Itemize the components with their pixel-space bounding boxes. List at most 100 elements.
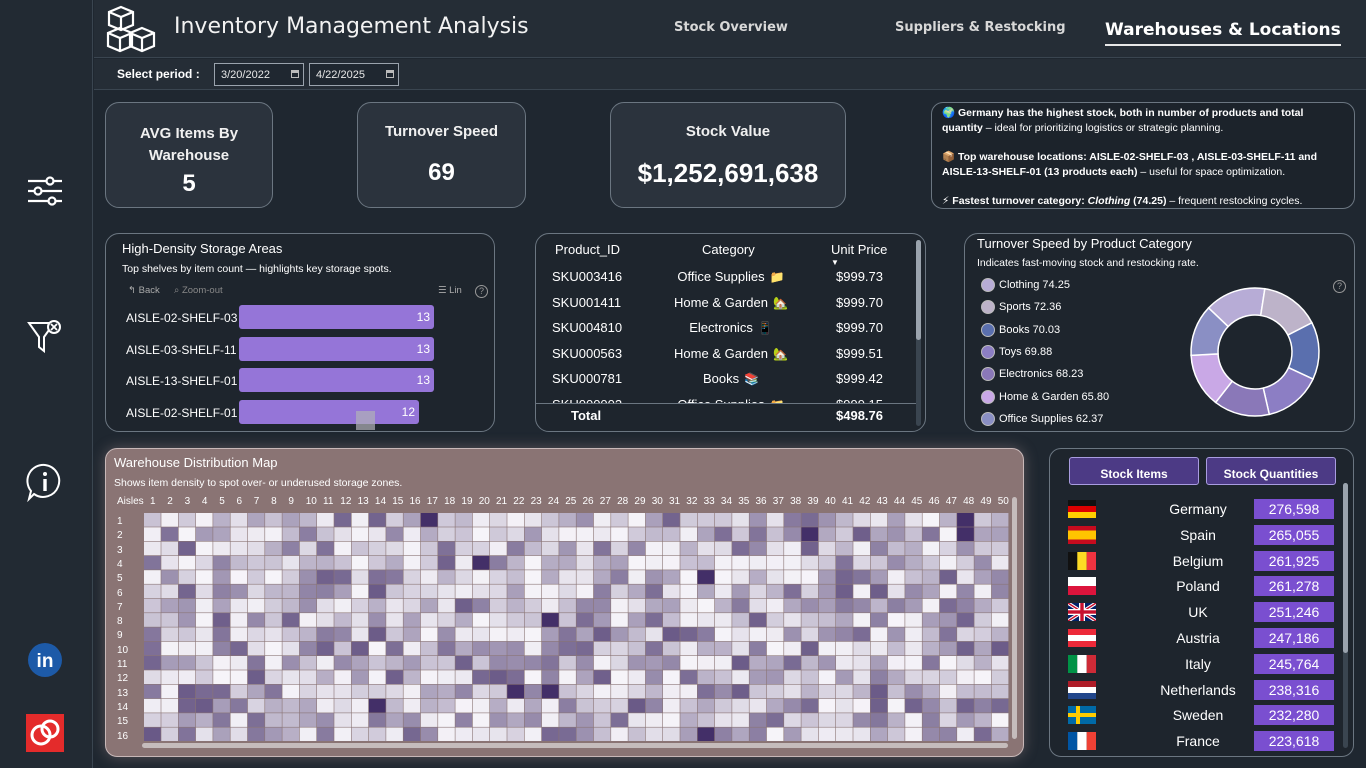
- heatmap-cell[interactable]: [887, 513, 905, 527]
- heatmap-cell[interactable]: [887, 727, 905, 742]
- heatmap-cell[interactable]: [541, 584, 559, 599]
- heatmap-cell[interactable]: [490, 656, 507, 670]
- heatmap-cell[interactable]: [144, 641, 161, 656]
- heatmap-cell[interactable]: [905, 684, 922, 699]
- heatmap-cell[interactable]: [541, 698, 559, 713]
- heatmap-cell[interactable]: [230, 698, 248, 713]
- heatmap-cell[interactable]: [818, 513, 836, 527]
- heatmap-cell[interactable]: [403, 613, 421, 627]
- heatmap-cell[interactable]: [939, 541, 957, 556]
- heatmap-cell[interactable]: [801, 698, 819, 713]
- heatmap-cell[interactable]: [178, 670, 196, 684]
- heatmap-cell[interactable]: [265, 598, 282, 613]
- zoom-out-button[interactable]: ⌕ Zoom-out: [174, 285, 223, 296]
- heatmap-cell[interactable]: [420, 656, 438, 670]
- heatmap-cell[interactable]: [991, 613, 1009, 627]
- heatmap-cell[interactable]: [732, 598, 749, 613]
- heatmap-cell[interactable]: [576, 727, 594, 742]
- heatmap-cell[interactable]: [922, 727, 940, 742]
- heatmap-cell[interactable]: [317, 684, 334, 699]
- heatmap-cell[interactable]: [472, 627, 490, 642]
- heatmap-cell[interactable]: [974, 727, 992, 742]
- heatmap-cell[interactable]: [939, 627, 957, 642]
- heatmap-cell[interactable]: [853, 541, 870, 556]
- heatmap-cell[interactable]: [663, 713, 680, 727]
- heatmap-cell[interactable]: [905, 627, 922, 642]
- heatmap-cell[interactable]: [299, 698, 317, 713]
- heatmap-cell[interactable]: [559, 570, 576, 584]
- heatmap-cell[interactable]: [178, 613, 196, 627]
- heatmap-cell[interactable]: [922, 527, 940, 541]
- country-row[interactable]: Netherlands 238,316: [1068, 679, 1338, 700]
- heatmap-cell[interactable]: [351, 641, 369, 656]
- heatmap-cell[interactable]: [351, 727, 369, 742]
- heatmap-cell[interactable]: [144, 527, 161, 541]
- heatmap-cell[interactable]: [766, 527, 784, 541]
- heatmap-cell[interactable]: [836, 670, 853, 684]
- heatmap-cell[interactable]: [974, 598, 992, 613]
- heatmap-cell[interactable]: [351, 656, 369, 670]
- heatmap-cell[interactable]: [905, 570, 922, 584]
- bar[interactable]: 12: [239, 399, 419, 424]
- heatmap-cell[interactable]: [974, 684, 992, 699]
- heatmap-cell[interactable]: [161, 570, 178, 584]
- heatmap-cell[interactable]: [541, 513, 559, 527]
- heatmap-cell[interactable]: [801, 541, 819, 556]
- heatmap-cell[interactable]: [680, 627, 697, 642]
- heatmap-cell[interactable]: [714, 713, 732, 727]
- heatmap-cell[interactable]: [455, 684, 473, 699]
- heatmap-cell[interactable]: [697, 641, 715, 656]
- heatmap-cell[interactable]: [836, 513, 853, 527]
- heatmap-cell[interactable]: [593, 627, 611, 642]
- heatmap-cell[interactable]: [455, 698, 473, 713]
- heatmap-cell[interactable]: [766, 713, 784, 727]
- heatmap-cell[interactable]: [524, 584, 542, 599]
- heatmap-cell[interactable]: [144, 698, 161, 713]
- heatmap-cell[interactable]: [957, 555, 974, 570]
- heatmap-cell[interactable]: [351, 570, 369, 584]
- heatmap-cell[interactable]: [161, 513, 178, 527]
- heatmap-cell[interactable]: [386, 670, 403, 684]
- heatmap-cell[interactable]: [680, 656, 697, 670]
- heatmap-cell[interactable]: [455, 584, 473, 599]
- heatmap-cell[interactable]: [403, 541, 421, 556]
- heatmap-cell[interactable]: [749, 684, 767, 699]
- heatmap-cell[interactable]: [939, 670, 957, 684]
- heatmap-cell[interactable]: [922, 656, 940, 670]
- heatmap-cell[interactable]: [611, 627, 628, 642]
- heatmap-cell[interactable]: [230, 527, 248, 541]
- heatmap-cell[interactable]: [559, 670, 576, 684]
- heatmap-cell[interactable]: [853, 656, 870, 670]
- heatmap-cell[interactable]: [628, 670, 646, 684]
- heatmap-cell[interactable]: [680, 555, 697, 570]
- heatmap-cell[interactable]: [247, 527, 265, 541]
- heatmap-cell[interactable]: [593, 698, 611, 713]
- heatmap-cell[interactable]: [836, 698, 853, 713]
- heatmap-cell[interactable]: [213, 613, 230, 627]
- heatmap-cell[interactable]: [784, 670, 801, 684]
- heatmap-cell[interactable]: [403, 713, 421, 727]
- heatmap-cell[interactable]: [438, 656, 455, 670]
- heatmap-cell[interactable]: [420, 727, 438, 742]
- heatmap-cell[interactable]: [178, 727, 196, 742]
- heatmap-cell[interactable]: [818, 627, 836, 642]
- heatmap-cell[interactable]: [697, 570, 715, 584]
- heatmap-cell[interactable]: [438, 670, 455, 684]
- heatmap-cell[interactable]: [334, 627, 351, 642]
- heatmap-cell[interactable]: [490, 613, 507, 627]
- heatmap-cell[interactable]: [541, 527, 559, 541]
- heatmap-cell[interactable]: [663, 698, 680, 713]
- heatmap-cell[interactable]: [195, 713, 213, 727]
- heatmap-cell[interactable]: [282, 555, 300, 570]
- heatmap-cell[interactable]: [749, 513, 767, 527]
- heatmap-cell[interactable]: [144, 570, 161, 584]
- heatmap-cell[interactable]: [213, 670, 230, 684]
- heatmap-cell[interactable]: [230, 541, 248, 556]
- heatmap-cell[interactable]: [697, 684, 715, 699]
- heatmap-cell[interactable]: [887, 684, 905, 699]
- heatmap-cell[interactable]: [299, 656, 317, 670]
- heatmap-cell[interactable]: [853, 727, 870, 742]
- heatmap-cell[interactable]: [317, 713, 334, 727]
- heatmap-cell[interactable]: [455, 656, 473, 670]
- heatmap-cell[interactable]: [714, 584, 732, 599]
